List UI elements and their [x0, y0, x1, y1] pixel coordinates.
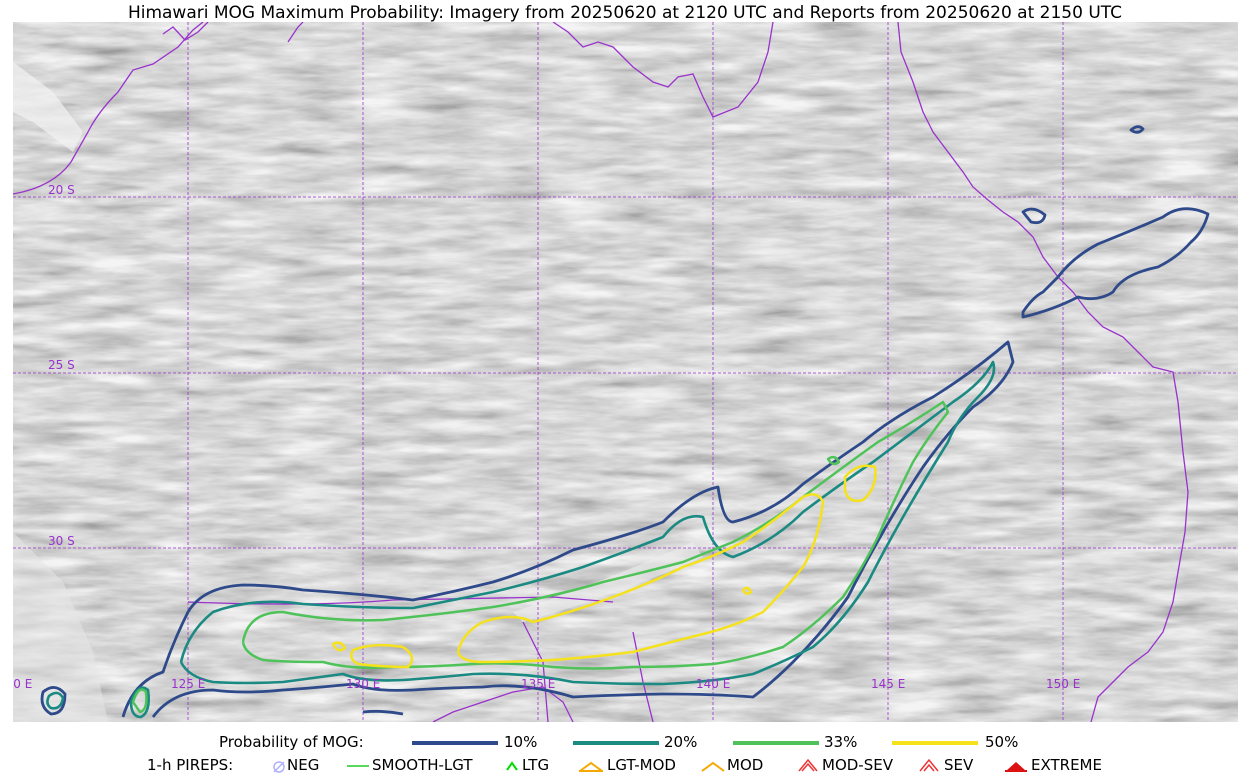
- legend-label-33: 33%: [824, 733, 858, 751]
- pirep-neg-label: NEG: [287, 756, 320, 774]
- coast-east: [897, 22, 1189, 722]
- map-title: Himawari MOG Maximum Probability: Imager…: [127, 3, 1123, 23]
- contour-33-main: [241, 400, 950, 670]
- lon-label-125e: 125 E: [171, 677, 205, 691]
- neg-icon: [273, 761, 285, 773]
- contour-50pct: [331, 464, 877, 669]
- lon-label-135e: 135 E: [521, 677, 555, 691]
- contour-10-main: [121, 340, 1015, 718]
- extreme-icon: [1005, 762, 1027, 772]
- border-sa-vic: [632, 631, 654, 722]
- legend-swatch-50: [892, 741, 978, 745]
- coast-gulf: [552, 22, 774, 118]
- contour-33pct: [131, 400, 950, 714]
- sev-icon: [919, 758, 939, 772]
- legend-swatch-33: [733, 741, 819, 745]
- lon-label-145e: 145 E: [871, 677, 905, 691]
- legend-label-50: 50%: [985, 733, 1019, 751]
- lat-label-25s: 25 S: [48, 358, 75, 372]
- lon-label-150e: 150 E: [1046, 677, 1080, 691]
- pirep-smooth-lgt-label: SMOOTH-LGT: [372, 756, 473, 774]
- lon-label-140e: 140 E: [696, 677, 730, 691]
- contour-10-sw-blob: [40, 686, 67, 716]
- contour-33-patch: [826, 455, 841, 466]
- contour-20-sw2: [129, 686, 150, 719]
- pirep-mod-sev-label: MOD-SEV: [822, 756, 893, 774]
- legend-label-10: 10%: [504, 733, 538, 751]
- contour-20pct: [46, 360, 996, 719]
- contour-20-sw: [46, 691, 65, 710]
- coast-northwest: [13, 22, 204, 195]
- contour-50-dot: [741, 586, 753, 595]
- contour-50-tiny: [331, 641, 347, 652]
- contour-10-northeast: [1021, 207, 1210, 319]
- pirep-lgt-mod-label: LGT-MOD: [607, 756, 676, 774]
- coast-kimberley: [162, 22, 209, 41]
- coast-arnhem: [287, 22, 304, 43]
- coastlines: [13, 22, 1189, 722]
- bright-cloud-sw: [13, 532, 108, 722]
- pirep-sev-label: SEV: [944, 756, 974, 774]
- lon-label-120e: 120 E: [13, 677, 32, 691]
- cloud-texture: [13, 22, 1238, 722]
- pirep-extreme-label: EXTREME: [1031, 756, 1102, 774]
- bright-cloud-nw: [13, 62, 83, 152]
- legend-swatch-10: [412, 741, 498, 745]
- contour-10-coastal: [1021, 207, 1047, 225]
- contour-50-east: [843, 464, 877, 503]
- lat-label-30s: 30 S: [48, 534, 75, 548]
- contour-10-bottom: [362, 709, 404, 716]
- mod-icon: [701, 761, 725, 772]
- border-nt-qld: [522, 621, 549, 722]
- contour-10-small-ne: [1129, 125, 1145, 134]
- satellite-map[interactable]: 120 E 125 E 130 E 135 E 140 E 145 E 150 …: [13, 22, 1238, 722]
- mod-sev-icon: [798, 758, 818, 772]
- contour-50-west: [350, 643, 414, 669]
- graticule: [13, 22, 1238, 722]
- probability-legend: Probability of MOG: 10% 20% 33% 50%: [0, 733, 1250, 755]
- pirep-mod-label: MOD: [727, 756, 764, 774]
- lat-label-20s: 20 S: [48, 183, 75, 197]
- pireps-legend-title: 1-h PIREPS:: [147, 756, 234, 774]
- pirep-ltg-label: LTG: [522, 756, 550, 774]
- lgt-mod-icon: [579, 761, 603, 772]
- ltg-icon: [506, 761, 518, 771]
- contour-10pct: [40, 125, 1210, 718]
- legend-label-20: 20%: [664, 733, 698, 751]
- contour-33-sw: [131, 688, 148, 714]
- smooth-lgt-icon: [347, 765, 369, 767]
- pireps-legend: 1-h PIREPS: NEG SMOOTH-LGT LTG LGT-MOD M…: [0, 756, 1250, 778]
- contour-50-main: [456, 493, 825, 664]
- coast-bight: [432, 686, 574, 722]
- probability-legend-title: Probability of MOG:: [219, 733, 364, 751]
- lon-label-130e: 130 E: [346, 677, 380, 691]
- contour-20-main: [179, 360, 996, 686]
- legend-swatch-20: [573, 741, 659, 745]
